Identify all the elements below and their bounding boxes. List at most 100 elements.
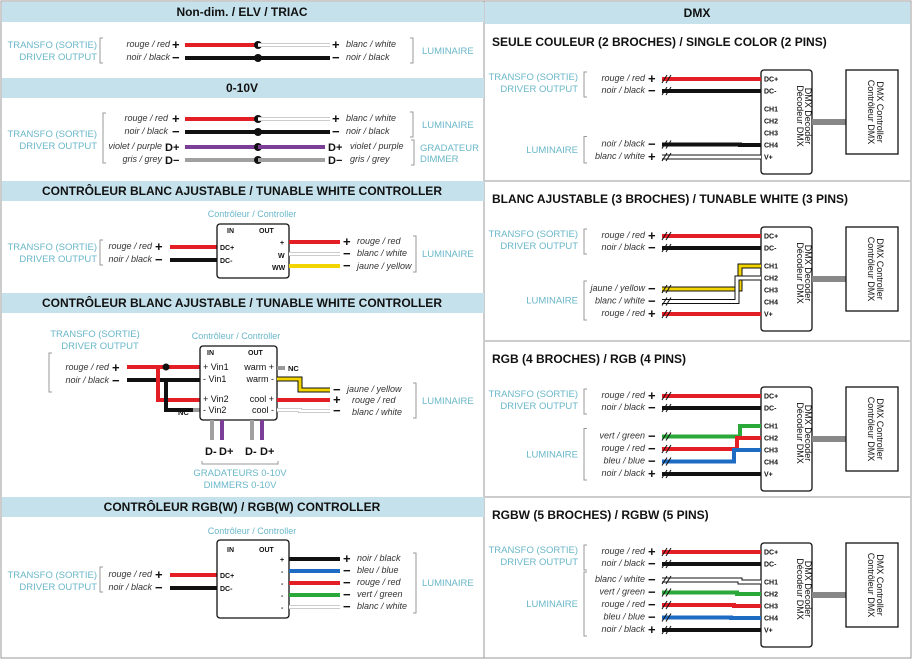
wire-label: blanc / white	[357, 601, 407, 611]
wire-label: rouge / red	[124, 113, 169, 123]
wire-green	[662, 590, 761, 596]
decoder-pin-ch1: CH1	[764, 580, 778, 587]
decoder-pin-dcp: DC+	[764, 394, 778, 401]
pin-cool-minus: cool -	[252, 405, 274, 415]
wire-label: violet / purple	[108, 141, 162, 151]
minus-symbol: −	[648, 281, 656, 296]
luminaire-label: LUMINAIRE	[422, 120, 474, 131]
decoder-pin-dcm: DC-	[764, 406, 777, 413]
decoder-pin-ch2: CH2	[764, 276, 778, 283]
plus-symbol: +	[648, 149, 656, 164]
dmx-controller-label: Contrôleur DMX	[866, 397, 876, 462]
luminaire-label: LUMINAIRE	[526, 145, 578, 156]
decoder-pin-vp: V+	[764, 628, 773, 635]
dmx-title: DMX	[684, 6, 711, 20]
controller-label: Contrôleur / Controller	[208, 526, 297, 536]
wire-label: gris / grey	[122, 154, 162, 164]
bracket	[99, 37, 103, 64]
wire-break-mark	[665, 284, 672, 294]
wire-label: rouge / red	[601, 230, 646, 240]
pin-vin1-plus: + Vin1	[203, 362, 229, 372]
minus-symbol: −	[343, 587, 351, 602]
bracket	[413, 235, 417, 273]
wire-break-mark	[661, 284, 668, 294]
wire-break-mark	[665, 86, 672, 96]
plus-symbol: +	[343, 551, 351, 566]
dmx-panel-r4: RGBW (5 BROCHES) / RGBW (5 PINS) DC+ DC- CH…	[488, 508, 899, 648]
dmx-controller-label: Contrôleur DMX	[866, 237, 876, 302]
d-minus-label: D-	[245, 446, 257, 458]
wire-blue	[662, 615, 761, 620]
wire-label: blanc / white	[346, 113, 396, 123]
wire-break-mark	[661, 444, 668, 454]
wire-break-mark	[665, 140, 672, 149]
minus-symbol: −	[648, 400, 656, 415]
panel-title: SEULE COULEUR (2 BROCHES) / SINGLE COLOR…	[492, 35, 827, 49]
wire-break-mark	[665, 432, 672, 441]
wire-break-mark	[661, 559, 668, 569]
decoder-pin-ch4: CH4	[764, 616, 778, 623]
wire-break-mark	[661, 231, 668, 241]
wire-label: noir / black	[601, 558, 645, 568]
dmx-link-cable	[812, 436, 846, 442]
panel-title: RGBW (5 BROCHES) / RGBW (5 PINS)	[492, 508, 709, 522]
pin-dc-minus: DC-	[220, 586, 233, 593]
section-title: CONTRÔLEUR BLANC AJUSTABLE / TUNABLE WHI…	[42, 295, 442, 310]
nc-label: NC	[288, 364, 299, 373]
wire-break-mark	[665, 547, 672, 557]
dimmer-label-en: DIMMER	[420, 154, 459, 165]
wire-break-mark	[665, 152, 672, 162]
wire-label: noir / black	[601, 242, 645, 252]
bracket	[583, 544, 587, 571]
wire-label: noir / black	[126, 52, 170, 62]
minus-symbol: −	[648, 294, 656, 309]
wire-black-branch	[164, 380, 200, 412]
wire-break-mark	[665, 243, 672, 253]
wire-label: rouge / red	[357, 577, 402, 587]
wire-break-mark	[665, 613, 672, 622]
source-label-en: DRIVER OUTPUT	[500, 557, 578, 568]
luminaire-label: LUMINAIRE	[422, 46, 474, 57]
bracket	[413, 552, 417, 614]
minus-symbol: −	[648, 572, 656, 587]
wire-label: blanc / white	[346, 39, 396, 49]
bracket	[583, 71, 587, 98]
section-title: CONTRÔLEUR RGB(W) / RGB(W) CONTROLLER	[104, 499, 381, 514]
dimmers-label: GRADATEURS 0-10V	[193, 468, 287, 479]
plus-symbol: +	[155, 239, 163, 254]
pin-dc-plus: DC+	[220, 245, 234, 252]
decoder-pin-ch4: CH4	[764, 143, 778, 150]
wire-break-mark	[665, 309, 672, 319]
panel-title: RGB (4 BROCHES) / RGB (4 PINS)	[492, 352, 686, 366]
minus-symbol: −	[648, 137, 656, 152]
section-rgbw-controller: CONTRÔLEUR RGB(W) / RGB(W) CONTROLLER Co…	[2, 497, 484, 619]
decoder-pin-dcp: DC+	[764, 77, 778, 84]
dmx-panel-r1: SEULE COULEUR (2 BROCHES) / SINGLE COLOR…	[488, 35, 899, 175]
plus-symbol: +	[155, 567, 163, 582]
decoder-pin-ch3: CH3	[764, 604, 778, 611]
decoder-label: Décodeur DMX	[795, 558, 805, 620]
source-label: TRANSFO (SORTIE)	[7, 570, 97, 581]
wire-label: vert / green	[599, 431, 645, 441]
source-label: TRANSFO (SORTIE)	[488, 229, 578, 240]
wire-white	[662, 276, 761, 303]
dimmers-label-en: DIMMERS 0-10V	[204, 480, 278, 491]
wire-break-mark	[665, 457, 672, 466]
dmx-controller-label-en: DMX Controller	[875, 554, 885, 616]
minus-symbol: −	[155, 252, 163, 267]
pin-vin2-minus: - Vin2	[203, 405, 226, 415]
splice-connector	[162, 363, 170, 371]
decoder-pin-dcm: DC-	[764, 562, 777, 569]
section-header-bar	[2, 2, 484, 22]
pin-plus: +	[280, 240, 284, 247]
decoder-label: Décodeur DMX	[795, 402, 805, 464]
wire-break-mark	[661, 403, 668, 413]
pin-vin2-plus: + Vin2	[203, 394, 229, 404]
wire-label: jaune / yellow	[346, 384, 402, 394]
plus-symbol: +	[648, 228, 656, 243]
wire-break-mark	[661, 575, 668, 585]
decoder-label-en: DMX Decoder	[803, 561, 813, 618]
wire-label: noir / black	[346, 126, 390, 136]
